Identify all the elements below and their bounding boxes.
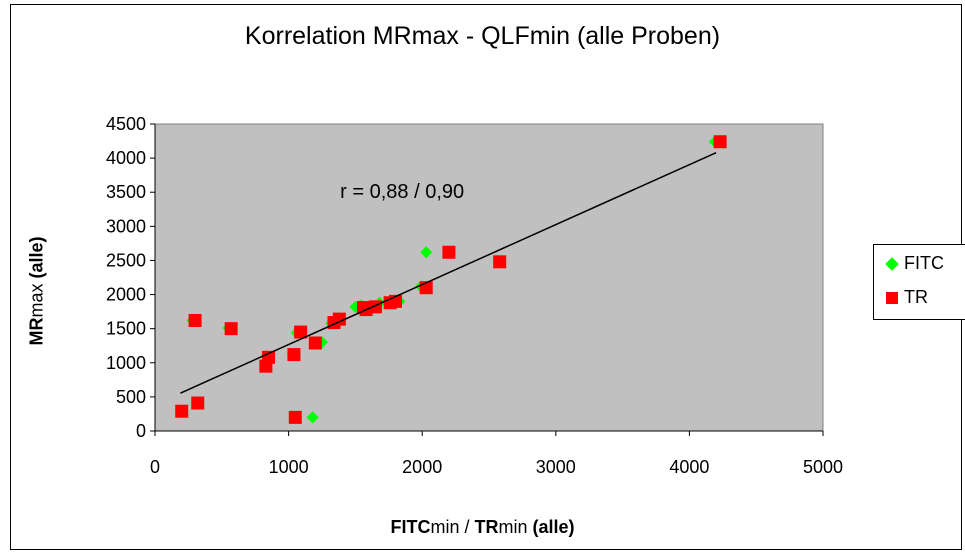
x-tick-label: 0 <box>150 457 160 477</box>
x-tick-label: 4000 <box>669 457 709 477</box>
tr-point <box>442 245 456 259</box>
chart-title: Korrelation MRmax - QLFmin (alle Proben) <box>244 22 721 50</box>
y-tick-label: 2500 <box>106 250 146 270</box>
plot-background <box>154 123 824 432</box>
tr-point <box>262 350 276 364</box>
x-tick-label: 5000 <box>803 457 843 477</box>
tr-point <box>288 410 302 424</box>
y-tick-label: 3000 <box>106 216 146 236</box>
x-tick-label: 1000 <box>269 457 309 477</box>
y-tick-label: 1500 <box>106 319 146 339</box>
tr-point <box>308 336 322 350</box>
legend-label-tr: TR <box>904 287 928 307</box>
tr-point <box>175 404 189 418</box>
y-tick-label: 1000 <box>106 353 146 373</box>
legend-label-fitc: FITC <box>904 253 944 273</box>
tr-point <box>224 322 238 336</box>
trend-line <box>180 151 717 394</box>
legend: FITC TR <box>873 244 965 320</box>
legend-item-tr: TR <box>886 287 928 308</box>
x-tick-label: 2000 <box>402 457 442 477</box>
x-axis-label: FITCmin / TRmin (alle) <box>390 517 575 537</box>
y-tick-label: 3500 <box>106 182 146 202</box>
square-marker-icon <box>886 291 898 304</box>
y-tick-label: 4500 <box>106 114 146 134</box>
tr-point <box>287 348 301 362</box>
tr-point <box>188 313 202 327</box>
y-tick-label: 2000 <box>106 285 146 305</box>
diamond-marker-icon <box>885 256 899 271</box>
x-tick-label: 3000 <box>536 457 576 477</box>
y-tick-label: 0 <box>136 421 146 441</box>
correlation-annotation: r = 0,88 / 0,90 <box>340 181 464 203</box>
tr-point <box>332 312 346 326</box>
y-tick-label: 500 <box>116 387 146 407</box>
y-axis-label: MRmax (alle) <box>26 236 47 346</box>
fitc-point <box>420 246 433 259</box>
tr-point <box>493 255 507 269</box>
fitc-point <box>306 411 319 424</box>
tr-point <box>191 396 205 410</box>
tr-point <box>713 135 727 149</box>
legend-item-fitc: FITC <box>885 253 944 274</box>
y-tick-label: 4000 <box>106 148 146 168</box>
tr-point <box>294 325 308 339</box>
